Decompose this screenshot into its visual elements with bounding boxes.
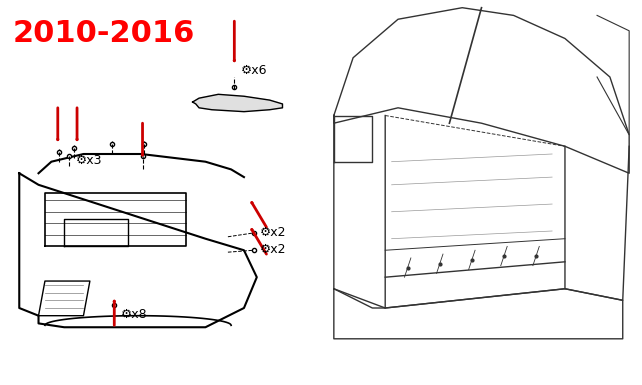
Text: ⚙x6: ⚙x6 [241, 64, 267, 77]
Text: 2010-2016: 2010-2016 [13, 19, 195, 48]
Text: ⚙x3: ⚙x3 [76, 154, 102, 167]
Text: ⚙x8: ⚙x8 [121, 308, 147, 321]
Text: ⚙x2: ⚙x2 [260, 226, 286, 239]
Polygon shape [193, 94, 282, 112]
Text: ⚙x2: ⚙x2 [260, 243, 286, 256]
